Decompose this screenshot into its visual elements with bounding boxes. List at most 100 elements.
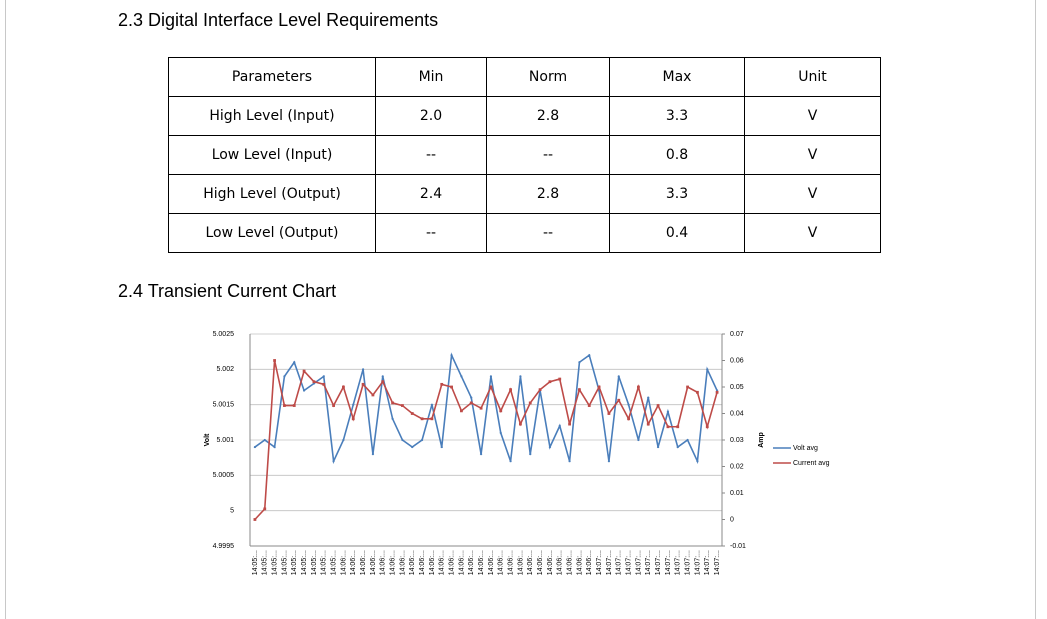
- point-marker: [381, 375, 384, 378]
- x-tick-label: 14:07:...: [704, 550, 711, 575]
- point-marker: [342, 438, 345, 442]
- point-marker: [705, 425, 709, 429]
- header-cell: Parameters: [168, 57, 376, 97]
- point-marker: [401, 404, 404, 407]
- point-marker: [302, 369, 306, 373]
- point-marker: [410, 412, 414, 415]
- point-marker: [273, 359, 276, 362]
- point-marker: [528, 401, 532, 405]
- y2-tick-label: -0.01: [730, 543, 746, 550]
- point-marker: [351, 417, 355, 421]
- point-marker: [548, 380, 552, 384]
- x-tick-label: 14:07:...: [684, 550, 691, 575]
- y-tick-label: 5.0025: [213, 331, 235, 338]
- table-cell: V: [744, 96, 881, 136]
- point-marker: [470, 396, 473, 399]
- section-title: 2.4 Transient Current Chart: [118, 281, 337, 301]
- x-tick-label: 14:06:...: [409, 550, 416, 575]
- point-marker: [587, 404, 591, 407]
- x-tick-label: 14:07:...: [596, 550, 603, 575]
- x-tick-label: 14:07:...: [625, 550, 632, 575]
- header-cell: Unit: [744, 57, 881, 97]
- point-marker: [646, 422, 650, 426]
- point-marker: [479, 406, 483, 410]
- section-title: 2.3 Digital Interface Level Requirements: [118, 10, 439, 30]
- requirements-table: Parameters Min Norm Max Unit High Level …: [168, 57, 881, 253]
- point-marker: [440, 382, 444, 386]
- y2-tick-label: 0: [730, 516, 734, 523]
- y2-tick-label: 0.06: [730, 357, 744, 364]
- x-tick-label: 14:05:...: [252, 550, 259, 575]
- header-cell: Norm: [486, 57, 610, 97]
- x-tick-label: 14:06:...: [478, 550, 485, 575]
- table-cell: 2.4: [375, 174, 487, 214]
- point-marker: [263, 438, 266, 442]
- point-marker: [401, 438, 404, 442]
- x-tick-label: 14:05:...: [262, 550, 269, 575]
- table-cell: 2.8: [486, 174, 610, 214]
- point-marker: [302, 389, 306, 392]
- legend-label: Current avg: [793, 460, 830, 467]
- point-marker: [578, 388, 581, 392]
- point-marker: [509, 460, 512, 463]
- point-marker: [538, 388, 542, 392]
- point-marker: [253, 518, 257, 521]
- point-marker: [519, 422, 522, 426]
- point-marker: [411, 445, 414, 449]
- point-marker: [519, 375, 522, 378]
- x-tick-label: 14:06:...: [498, 550, 505, 575]
- y2-tick-label: 0.07: [730, 331, 744, 338]
- table-cell: 2.0: [375, 96, 487, 136]
- page-edge: [5, 0, 6, 619]
- table-cell: 0.8: [609, 135, 745, 175]
- table-cell: --: [375, 213, 487, 253]
- chart: 4.9995 5 5.0005 5.001 5.0015 5.002 5.0025 -0.01…: [204, 331, 830, 575]
- x-tick-label: 14:05:...: [291, 550, 298, 575]
- point-marker: [293, 361, 296, 364]
- x-tick-label: 14:05:...: [321, 550, 328, 575]
- point-marker: [322, 382, 326, 386]
- y-tick-label: 5.001: [216, 437, 234, 444]
- point-marker: [627, 403, 630, 406]
- page-edge: [1035, 0, 1036, 619]
- x-tick-label: 14:05:...: [330, 550, 337, 575]
- x-tick-label: 14:05:...: [281, 550, 288, 575]
- table-cell: 0.4: [609, 213, 745, 253]
- x-tick-label: 14:07:...: [665, 550, 672, 575]
- point-marker: [696, 390, 699, 394]
- x-tick-label: 14:06:...: [557, 550, 564, 575]
- point-marker: [420, 438, 424, 442]
- table-cell: 3.3: [609, 174, 745, 214]
- point-marker: [676, 425, 680, 429]
- point-marker: [460, 375, 463, 378]
- point-marker: [253, 445, 257, 449]
- point-marker: [607, 460, 611, 463]
- x-tick-label: 14:06:...: [389, 550, 396, 575]
- point-marker: [578, 361, 581, 364]
- point-marker: [627, 417, 630, 421]
- y-tick-label: 5.0015: [213, 402, 235, 409]
- table-cell: High Level (Input): [168, 96, 376, 136]
- y-tick-label: 5: [230, 508, 234, 515]
- y-tick-label: 5.002: [216, 366, 234, 373]
- table-row: Low Level (Input) -- -- 0.8 V: [168, 135, 881, 175]
- point-marker: [696, 460, 699, 463]
- point-marker: [273, 445, 276, 449]
- point-marker: [617, 398, 621, 402]
- point-marker: [558, 377, 562, 381]
- point-marker: [420, 417, 424, 421]
- table-row: Low Level (Output) -- -- 0.4 V: [168, 213, 881, 253]
- x-tick-label: 14:06:...: [429, 550, 436, 575]
- x-tick-label: 14:05:...: [301, 550, 308, 575]
- x-tick-label: 14:07:...: [714, 550, 721, 575]
- point-marker: [637, 438, 640, 442]
- x-tick-label: 14:06:...: [468, 550, 475, 575]
- point-marker: [352, 403, 355, 406]
- y2-tick-label: 0.01: [730, 490, 744, 497]
- point-marker: [637, 385, 640, 389]
- point-marker: [292, 404, 296, 407]
- x-tick-label: 14:06:...: [576, 550, 583, 575]
- table-cell: High Level (Output): [168, 174, 376, 214]
- legend-label: Volt avg: [793, 445, 818, 452]
- point-marker: [312, 380, 316, 384]
